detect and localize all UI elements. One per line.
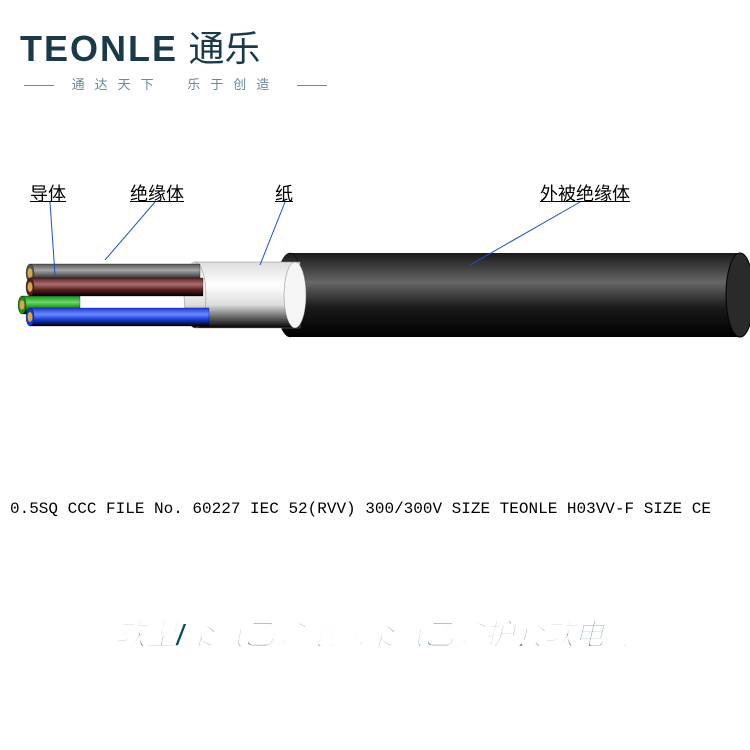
logo-brand-en: TEONLE bbox=[20, 28, 178, 69]
label-outer-insulator: 外被绝缘体 bbox=[540, 180, 630, 206]
product-title: 软型/聚氯乙烯绝缘聚氯乙烯护套软电缆 bbox=[0, 610, 750, 654]
label-insulator: 绝缘体 bbox=[130, 180, 184, 206]
tagline-right: 乐于创造 bbox=[187, 77, 279, 92]
cable-diagram: 导体 绝缘体 纸 外被绝缘体 bbox=[0, 180, 750, 480]
spec-text: 0.5SQ CCC FILE No. 60227 IEC 52(RVV) 300… bbox=[10, 500, 711, 518]
tagline-left: 通达天下 bbox=[72, 77, 164, 92]
logo-area: TEONLE 通乐 通达天下 乐于创造 bbox=[20, 20, 331, 93]
cable-svg bbox=[0, 180, 750, 440]
divider-right bbox=[297, 85, 327, 86]
label-conductor: 导体 bbox=[30, 180, 66, 206]
logo-brand-cn: 通乐 bbox=[188, 28, 260, 69]
logo-row: TEONLE 通乐 bbox=[20, 20, 331, 72]
logo-tagline: 通达天下 乐于创造 bbox=[20, 74, 331, 93]
divider-left bbox=[24, 85, 54, 86]
label-paper: 纸 bbox=[275, 180, 293, 206]
